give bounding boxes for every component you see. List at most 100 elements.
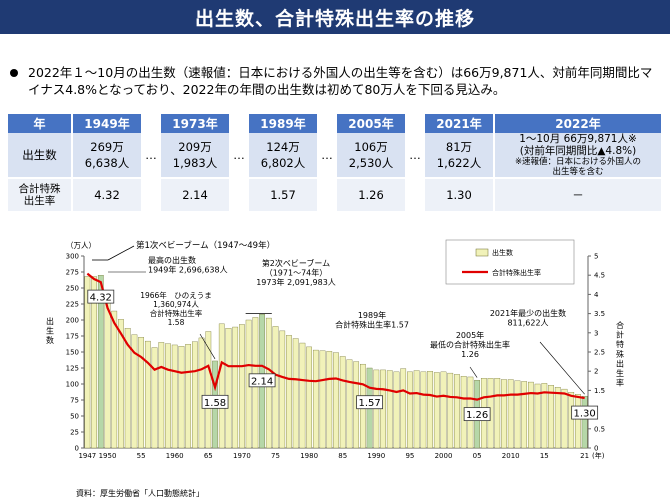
birth-bar (104, 298, 111, 449)
tfr-box (571, 405, 599, 420)
birth-bar (91, 276, 97, 449)
x-tick-label: 55 (137, 452, 146, 460)
tfr-box (356, 395, 384, 410)
birth-bar (118, 319, 124, 449)
right-tick-label: 4.5 (594, 272, 605, 280)
birth-bar (84, 276, 91, 449)
birth-bar (413, 370, 420, 449)
x-tick-label: 1970 (233, 452, 251, 460)
tfr-box-label: 1.58 (204, 398, 226, 409)
left-tick-label: 100 (66, 381, 79, 389)
birth-bar (528, 381, 534, 449)
birth-bar (239, 324, 245, 449)
gap-ellipsis: … (142, 133, 161, 179)
y2021-leader (539, 341, 585, 395)
birth-bar (198, 337, 205, 449)
left-tick-label: 50 (70, 413, 79, 421)
birth-bar (158, 342, 165, 449)
birth-bar (521, 381, 528, 449)
table-header-row: 年 1949年 1973年 1989年 2005年 2021年 2022年 (8, 114, 663, 133)
x-axis-unit: (年) (592, 451, 605, 460)
birth-bar (386, 370, 393, 449)
right-tick-label: 0.5 (594, 425, 605, 433)
births-label: 出生数 (8, 133, 73, 179)
x-tick-label: 2010 (502, 452, 520, 460)
left-tick-label: 250 (66, 285, 79, 293)
left-tick-label: 150 (66, 349, 79, 357)
birth-bar (185, 344, 192, 449)
birth-bar (454, 374, 460, 449)
birth-bar (568, 392, 575, 449)
x-tick-label: 15 (540, 452, 549, 460)
birth-bar (319, 350, 326, 449)
tfr-1989: 1.57 (248, 178, 319, 211)
births-2022: 1～10月 66万9,871人※ (対前年同期間比▲4.8%) ※速報値：日本に… (494, 133, 663, 179)
birth-bar (286, 335, 292, 449)
right-tick-label: 1.5 (594, 387, 605, 395)
left-axis-unit: （万人） (66, 241, 96, 250)
x-tick-label: 1950 (99, 452, 117, 460)
header-year-1973: 1973年 (160, 114, 231, 133)
births-2022-note: ※速報値：日本における外国人の 出生等を含む (514, 157, 642, 177)
summary-text: 2022年１～10月の出生数（速報値：日本における外国人の出生等を含む）は66万… (28, 65, 653, 97)
birth-bar (151, 347, 158, 449)
gap-ellipsis: … (318, 133, 337, 179)
birth-bar (339, 356, 346, 449)
birth-bar (420, 371, 427, 449)
birth-bar (192, 341, 198, 449)
right-tick-label: 3.5 (594, 310, 605, 318)
tfr-box-label: 4.32 (90, 293, 112, 304)
x-tick-label: 1947 (78, 452, 96, 460)
x-tick-label: 1990 (367, 452, 385, 460)
page-title: 出生数、合計特殊出生率の推移 (0, 0, 670, 34)
tfr-2022: － (494, 178, 663, 211)
tfr-2021: 1.30 (424, 178, 495, 211)
gap-ellipsis: … (406, 133, 425, 179)
birth-bar (346, 359, 353, 449)
x-tick-label: 75 (271, 452, 280, 460)
birth-bar (427, 371, 433, 449)
birth-bar (433, 372, 440, 449)
births-row: 出生数 269万 6,638人 … 209万 1,983人 … 124万 6,802人… (8, 133, 663, 179)
birth-bar (447, 372, 454, 449)
tfr-1973: 2.14 (160, 178, 231, 211)
birth-bar (575, 394, 581, 449)
x-tick-label: 1960 (166, 452, 184, 460)
tfr-label: 合計特殊 出生率 (8, 178, 73, 211)
birth-bar (507, 379, 514, 449)
annotation-max-births: 最高の出生数 1949年 2,696,638人 (148, 255, 228, 275)
births-2021: 81万 1,622人 (424, 133, 495, 179)
left-tick-label: 225 (66, 301, 79, 309)
tfr-box-label: 1.57 (358, 398, 380, 409)
summary-bullet: 2022年１～10月の出生数（速報値：日本における外国人の出生等を含む）は66万… (10, 64, 662, 98)
legend-box (445, 239, 575, 285)
right-tick-label: 4 (594, 291, 599, 299)
left-axis-label: 出生数 (46, 316, 54, 345)
birth-bar (581, 395, 588, 449)
birth-bar (232, 326, 239, 449)
gap-ellipsis: … (230, 133, 249, 179)
x-tick-label: 95 (405, 452, 414, 460)
tfr-box-label: 1.30 (574, 409, 596, 420)
birth-bar (144, 340, 151, 449)
boom1-leader (107, 245, 135, 261)
x-tick-label: 65 (204, 452, 213, 460)
header-year-1949: 1949年 (72, 114, 143, 133)
birth-bar (97, 275, 104, 449)
right-tick-label: 5 (594, 253, 598, 261)
birth-bar (225, 328, 232, 449)
tfr-box (201, 394, 229, 409)
left-tick-label: 25 (70, 429, 79, 437)
header-year-2022: 2022年 (494, 114, 663, 133)
header-year-2021: 2021年 (424, 114, 495, 133)
legend-bar-swatch (475, 248, 489, 257)
right-axis-label: 合計特殊出生率 (616, 320, 624, 388)
tfr-box (248, 373, 276, 388)
hinoeuma-leader (199, 333, 216, 360)
births-1989: 124万 6,802人 (248, 133, 319, 179)
birth-bar (292, 338, 299, 449)
birth-bar (494, 378, 501, 449)
birth-bar (205, 331, 212, 449)
header-label: 年 (8, 114, 73, 133)
annotation-1989: 1989年合計特殊出生率1.57 (335, 310, 409, 330)
